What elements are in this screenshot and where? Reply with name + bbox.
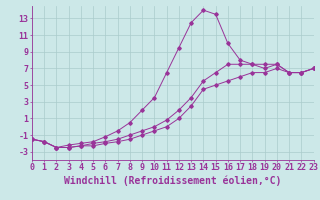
X-axis label: Windchill (Refroidissement éolien,°C): Windchill (Refroidissement éolien,°C) (64, 175, 282, 186)
